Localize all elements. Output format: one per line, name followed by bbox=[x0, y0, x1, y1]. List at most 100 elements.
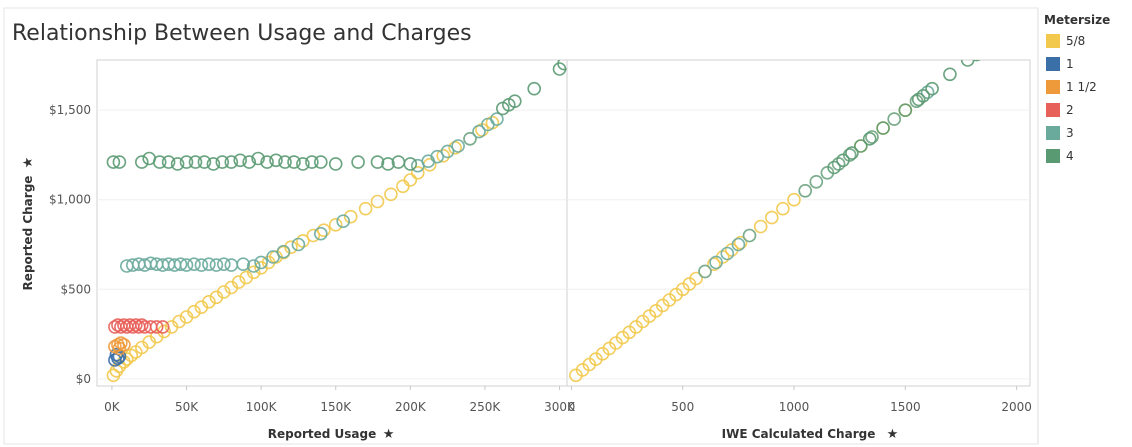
data-point[interactable] bbox=[313, 155, 328, 169]
data-point[interactable] bbox=[827, 160, 841, 175]
data-point[interactable] bbox=[971, 49, 983, 62]
data-point[interactable] bbox=[217, 285, 231, 299]
pin-icon[interactable]: ★ bbox=[21, 157, 36, 169]
legend-label[interactable]: 2 bbox=[1066, 103, 1074, 117]
data-point[interactable] bbox=[260, 155, 274, 169]
data-point[interactable] bbox=[370, 194, 385, 209]
data-point[interactable] bbox=[472, 124, 486, 139]
legend-label[interactable]: 1 bbox=[1066, 57, 1074, 71]
data-point[interactable] bbox=[172, 314, 186, 329]
data-point[interactable] bbox=[920, 85, 935, 99]
legend-swatch[interactable] bbox=[1046, 80, 1060, 94]
data-point[interactable] bbox=[865, 130, 879, 144]
data-point[interactable] bbox=[845, 146, 859, 160]
data-point[interactable] bbox=[720, 246, 735, 261]
data-point[interactable] bbox=[112, 155, 127, 169]
legend-label[interactable]: 3 bbox=[1066, 126, 1074, 140]
data-point[interactable] bbox=[436, 149, 451, 163]
data-point[interactable] bbox=[246, 265, 261, 280]
data-point[interactable] bbox=[129, 318, 143, 332]
legend-swatch[interactable] bbox=[1046, 149, 1060, 163]
legend-label[interactable]: 4 bbox=[1066, 149, 1074, 163]
data-point[interactable] bbox=[336, 214, 351, 228]
data-point[interactable] bbox=[233, 153, 247, 168]
data-point[interactable] bbox=[114, 336, 128, 350]
data-point[interactable] bbox=[209, 258, 224, 272]
legend-swatch[interactable] bbox=[1046, 103, 1060, 117]
data-point[interactable] bbox=[328, 157, 343, 171]
data-point[interactable] bbox=[296, 234, 310, 248]
data-point[interactable] bbox=[798, 184, 813, 198]
data-point[interactable] bbox=[507, 94, 522, 108]
data-point[interactable] bbox=[527, 81, 542, 96]
data-point[interactable] bbox=[224, 155, 239, 169]
data-point[interactable] bbox=[384, 187, 398, 202]
data-point[interactable] bbox=[187, 257, 201, 272]
data-point[interactable] bbox=[887, 112, 902, 126]
data-point[interactable] bbox=[284, 240, 298, 254]
data-point[interactable] bbox=[106, 155, 121, 169]
data-point[interactable] bbox=[410, 166, 425, 180]
data-point[interactable] bbox=[188, 155, 203, 169]
data-point[interactable] bbox=[753, 219, 768, 234]
data-point[interactable] bbox=[764, 210, 779, 225]
data-point[interactable] bbox=[448, 141, 462, 155]
data-point[interactable] bbox=[179, 258, 194, 272]
data-point[interactable] bbox=[403, 157, 418, 171]
data-point[interactable] bbox=[809, 175, 824, 189]
data-point[interactable] bbox=[831, 157, 846, 171]
data-point[interactable] bbox=[733, 235, 748, 250]
data-point[interactable] bbox=[117, 337, 131, 352]
data-point[interactable] bbox=[306, 228, 321, 243]
data-point[interactable] bbox=[251, 151, 265, 166]
data-point[interactable] bbox=[787, 192, 801, 207]
data-point[interactable] bbox=[776, 201, 790, 216]
data-point[interactable] bbox=[170, 157, 185, 171]
data-point[interactable] bbox=[254, 255, 268, 270]
data-point[interactable] bbox=[698, 264, 712, 279]
data-point[interactable] bbox=[109, 347, 124, 362]
data-point[interactable] bbox=[463, 132, 477, 146]
data-point[interactable] bbox=[689, 271, 703, 286]
legend-label[interactable]: 5/8 bbox=[1066, 34, 1085, 48]
data-point[interactable] bbox=[202, 294, 216, 309]
data-point[interactable] bbox=[709, 255, 723, 270]
data-point[interactable] bbox=[911, 92, 926, 107]
data-point[interactable] bbox=[328, 218, 343, 232]
data-point[interactable] bbox=[155, 320, 170, 334]
data-point[interactable] bbox=[381, 157, 395, 171]
legend-label[interactable]: 1 1/2 bbox=[1066, 80, 1097, 94]
data-point[interactable] bbox=[173, 257, 188, 272]
data-point[interactable] bbox=[975, 47, 987, 59]
data-point[interactable] bbox=[316, 223, 331, 237]
data-point[interactable] bbox=[278, 155, 292, 169]
data-point[interactable] bbox=[853, 139, 868, 153]
data-point[interactable] bbox=[731, 237, 746, 252]
data-point[interactable] bbox=[836, 153, 850, 168]
data-point[interactable] bbox=[149, 320, 164, 334]
data-point[interactable] bbox=[269, 153, 283, 168]
pin-icon[interactable]: ★ bbox=[887, 427, 899, 442]
data-point[interactable] bbox=[742, 228, 757, 243]
data-point[interactable] bbox=[287, 155, 301, 169]
legend[interactable]: Metersize 5/8 1 1 1/2 2 3 4 bbox=[1037, 8, 1110, 444]
data-point[interactable] bbox=[236, 257, 250, 272]
data-point[interactable] bbox=[266, 250, 280, 264]
data-point[interactable] bbox=[305, 155, 319, 169]
data-point[interactable] bbox=[202, 257, 216, 272]
data-point[interactable] bbox=[862, 132, 877, 146]
data-point[interactable] bbox=[925, 81, 939, 96]
data-point[interactable] bbox=[351, 155, 365, 169]
data-point[interactable] bbox=[231, 275, 246, 289]
data-point[interactable] bbox=[707, 257, 721, 272]
data-point[interactable] bbox=[916, 89, 931, 103]
data-point[interactable] bbox=[152, 155, 167, 169]
data-point[interactable] bbox=[197, 155, 212, 169]
data-point[interactable] bbox=[194, 258, 209, 272]
legend-swatch[interactable] bbox=[1046, 126, 1060, 140]
legend-swatch[interactable] bbox=[1046, 34, 1060, 48]
data-point[interactable] bbox=[187, 304, 201, 319]
data-point[interactable] bbox=[490, 112, 504, 126]
data-point[interactable] bbox=[430, 149, 445, 164]
data-point[interactable] bbox=[161, 155, 176, 169]
